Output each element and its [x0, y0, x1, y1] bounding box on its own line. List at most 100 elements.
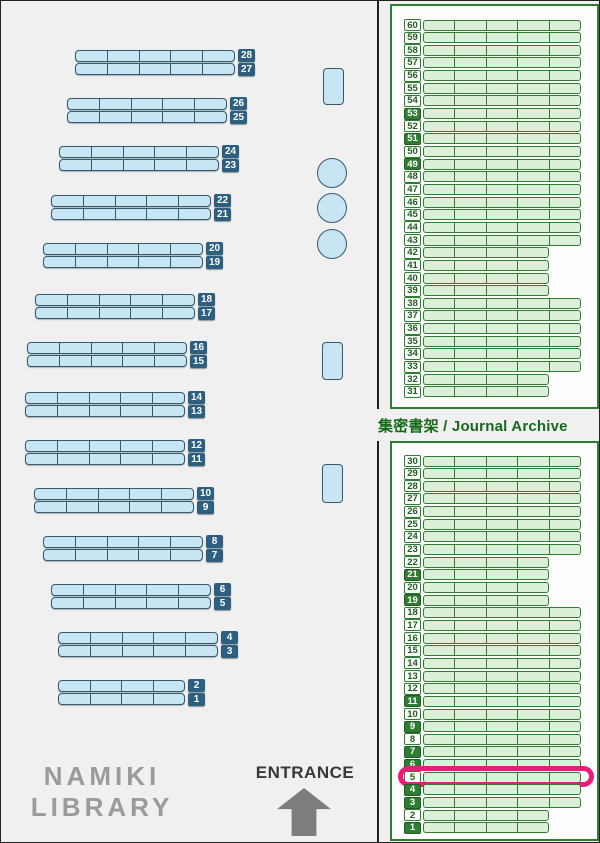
journal-shelf-row-37[interactable]: 37: [404, 309, 581, 322]
journal-shelf-row-25[interactable]: 25: [404, 518, 581, 531]
shelf-row-13[interactable]: 13: [25, 404, 205, 418]
journal-shelf-row-9[interactable]: 9: [404, 720, 581, 733]
shelf-row-5[interactable]: 5: [51, 596, 231, 610]
shelf-row-22[interactable]: 22: [51, 194, 231, 207]
journal-shelf-row-50[interactable]: 50: [404, 145, 581, 158]
journal-shelf-row-14[interactable]: 14: [404, 657, 581, 670]
journal-shelf-row-58[interactable]: 58: [404, 44, 581, 57]
journal-shelf-row-bar: [423, 809, 549, 821]
journal-shelf-row-33[interactable]: 33: [404, 360, 581, 373]
journal-shelf-row-8[interactable]: 8: [404, 733, 581, 746]
journal-shelf-row-40[interactable]: 40: [404, 272, 549, 284]
shelf-row-23[interactable]: 23: [59, 158, 239, 172]
journal-shelf-row-3[interactable]: 3: [404, 796, 581, 809]
shelf-row-14[interactable]: 14: [25, 391, 205, 404]
journal-shelf-row-28[interactable]: 28: [404, 480, 581, 493]
journal-shelf-row-16[interactable]: 16: [404, 632, 581, 645]
journal-shelf-row-56[interactable]: 56: [404, 69, 581, 82]
journal-shelf-row-46[interactable]: 46: [404, 196, 581, 209]
shelf-cell: [90, 440, 122, 451]
shelf-row-6[interactable]: 6: [51, 583, 231, 596]
study-table-round: [317, 193, 347, 223]
journal-shelf-row-10[interactable]: 10: [404, 708, 581, 720]
shelf-row-8[interactable]: 8: [43, 535, 223, 548]
journal-shelf-row-45[interactable]: 45: [404, 208, 581, 221]
journal-shelf-row-35[interactable]: 35: [404, 335, 581, 348]
shelf-row-19[interactable]: 19: [43, 255, 223, 269]
shelf-row-11[interactable]: 11: [25, 452, 205, 466]
journal-shelf-row-20[interactable]: 20: [404, 581, 549, 594]
shelf-row-26[interactable]: 26: [67, 97, 247, 110]
shelf-row-3[interactable]: 3: [58, 644, 238, 658]
journal-shelf-row-42[interactable]: 42: [404, 246, 549, 259]
journal-shelf-row-23[interactable]: 23: [404, 543, 581, 556]
journal-shelf-row-26[interactable]: 26: [404, 505, 581, 518]
journal-shelf-row-39[interactable]: 39: [404, 284, 549, 297]
journal-shelf-row-4[interactable]: 4: [404, 783, 581, 796]
shelf-row-10[interactable]: 10: [34, 487, 214, 500]
journal-shelf-row-2[interactable]: 2: [404, 809, 549, 822]
journal-shelf-row-54[interactable]: 54: [404, 94, 581, 107]
journal-shelf-row-57[interactable]: 57: [404, 56, 581, 69]
journal-shelf-cell: [518, 646, 550, 656]
journal-shelf-row-11[interactable]: 11: [404, 695, 581, 708]
shelf-row-20[interactable]: 20: [43, 242, 223, 255]
journal-shelf-row-6[interactable]: 6: [404, 758, 581, 771]
journal-shelf-row-22[interactable]: 22: [404, 556, 549, 569]
journal-shelf-row-51[interactable]: 51: [404, 132, 581, 145]
journal-shelf-row-12[interactable]: 12: [404, 682, 581, 695]
journal-shelf-row-24[interactable]: 24: [404, 530, 581, 543]
shelf-row-24[interactable]: 24: [59, 145, 239, 158]
shelf-row-28[interactable]: 28: [75, 49, 255, 62]
journal-shelf-row-17[interactable]: 17: [404, 619, 581, 632]
shelf-row-1[interactable]: 1: [58, 692, 205, 706]
shelf-row-2[interactable]: 2: [58, 679, 205, 692]
shelf-cell: [155, 146, 188, 157]
journal-shelf-row-number: 26: [404, 505, 421, 518]
journal-shelf-cell: [518, 747, 550, 757]
shelf-row-27[interactable]: 27: [75, 62, 255, 76]
journal-shelf-row-36[interactable]: 36: [404, 322, 581, 335]
journal-shelf-row-60[interactable]: 60: [404, 19, 581, 31]
shelf-row-7[interactable]: 7: [43, 548, 223, 562]
shelf-row-9[interactable]: 9: [34, 500, 214, 514]
journal-shelf-row-5[interactable]: 5: [404, 771, 581, 784]
journal-shelf-row-49[interactable]: 49: [404, 158, 581, 171]
shelf-row-21[interactable]: 21: [51, 207, 231, 221]
journal-shelf-row-38[interactable]: 38: [404, 297, 581, 310]
journal-shelf-row-34[interactable]: 34: [404, 347, 581, 360]
journal-shelf-row-44[interactable]: 44: [404, 221, 581, 234]
journal-shelf-row-59[interactable]: 59: [404, 31, 581, 44]
shelf-row-15[interactable]: 15: [27, 354, 207, 368]
journal-shelf-row-7[interactable]: 7: [404, 745, 581, 758]
shelf-row-16[interactable]: 16: [27, 341, 207, 354]
shelf-row-number: 16: [190, 341, 207, 354]
journal-shelf-cell: [518, 235, 550, 245]
journal-shelf-row-47[interactable]: 47: [404, 183, 581, 196]
journal-shelf-row-18[interactable]: 18: [404, 606, 581, 619]
journal-shelf-row-30[interactable]: 30: [404, 455, 581, 467]
journal-shelf-row-52[interactable]: 52: [404, 120, 581, 133]
journal-shelf-row-19[interactable]: 19: [404, 594, 549, 607]
journal-shelf-row-53[interactable]: 53: [404, 107, 581, 120]
journal-shelf-row-48[interactable]: 48: [404, 170, 581, 183]
shelf-row-12[interactable]: 12: [25, 439, 205, 452]
journal-shelf-row-21[interactable]: 21: [404, 568, 549, 581]
journal-shelf-row-27[interactable]: 27: [404, 492, 581, 505]
journal-shelf-row-41[interactable]: 41: [404, 259, 549, 272]
journal-shelf-cell: [518, 633, 550, 643]
shelf-cell: [122, 680, 154, 691]
shelf-row-4[interactable]: 4: [58, 631, 238, 644]
shelf-row-25[interactable]: 25: [67, 110, 247, 124]
journal-shelf-row-15[interactable]: 15: [404, 644, 581, 657]
journal-shelf-row-55[interactable]: 55: [404, 82, 581, 95]
journal-shelf-row-32[interactable]: 32: [404, 373, 549, 386]
journal-shelf-row-31[interactable]: 31: [404, 385, 549, 398]
shelf-row-18[interactable]: 18: [35, 293, 215, 306]
journal-shelf-row-1[interactable]: 1: [404, 821, 549, 834]
journal-shelf-row-29[interactable]: 29: [404, 467, 581, 480]
shelf-row-number: 27: [238, 62, 255, 76]
journal-shelf-row-13[interactable]: 13: [404, 670, 581, 682]
journal-shelf-row-43[interactable]: 43: [404, 234, 581, 246]
shelf-row-17[interactable]: 17: [35, 306, 215, 320]
